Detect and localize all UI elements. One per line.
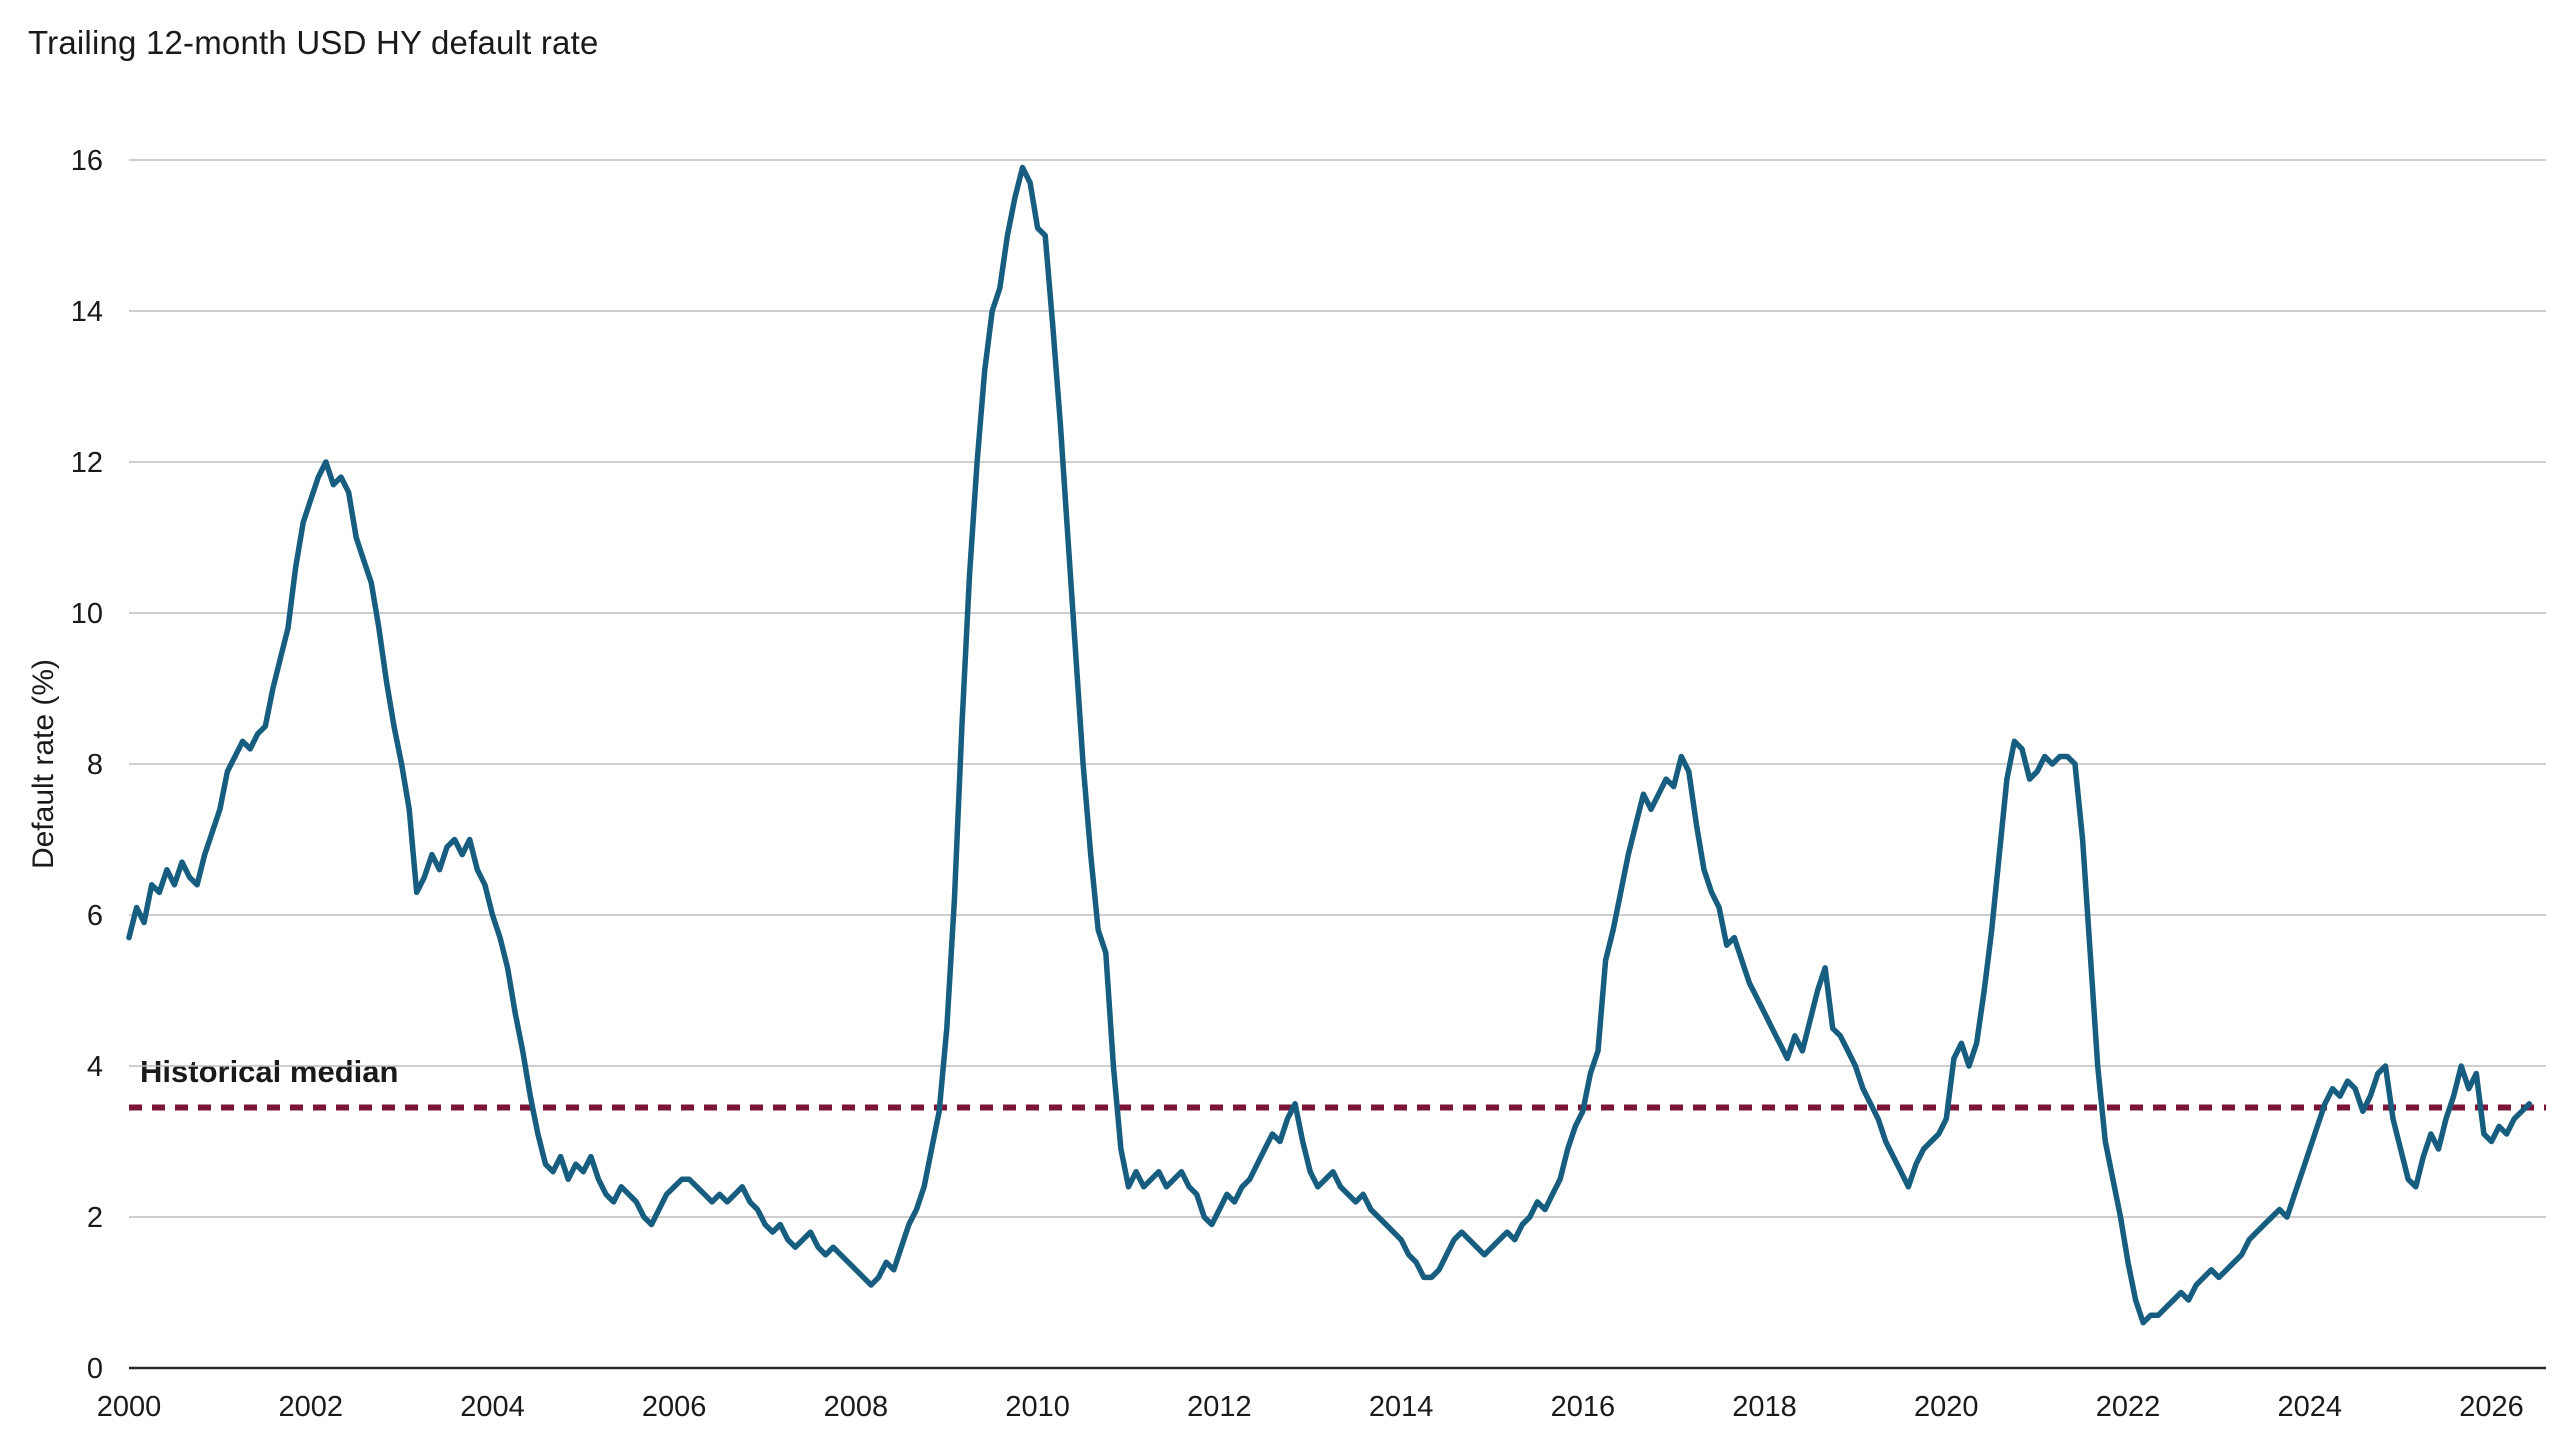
x-tick-label: 2018 [1732,1391,1797,1423]
x-tick-label: 2012 [1187,1391,1252,1423]
y-tick-label: 0 [87,1353,103,1385]
x-tick-label: 2022 [2096,1391,2161,1423]
x-tick-label: 2004 [460,1391,525,1423]
x-tick-label: 2010 [1005,1391,1070,1423]
chart-title: Trailing 12-month USD HY default rate [28,24,599,61]
y-tick-label: 12 [71,447,103,479]
x-tick-label: 2016 [1551,1391,1616,1423]
y-tick-label: 14 [71,296,103,328]
y-tick-label: 10 [71,598,103,630]
x-tick-label: 2006 [642,1391,707,1423]
default-rate-series-line [126,164,2533,1326]
x-tick-label: 2020 [1914,1391,1979,1423]
y-tick-label: 16 [71,145,103,177]
y-tick-label: 2 [87,1202,103,1234]
x-tick-label: 2024 [2277,1391,2342,1423]
historical-median-label: Historical median [140,1054,399,1089]
y-tick-label: 8 [87,749,103,781]
x-tick-label: 2014 [1369,1391,1434,1423]
y-tick-label: 4 [87,1051,103,1083]
x-tick-label: 2002 [278,1391,343,1423]
y-tick-label: 6 [87,900,103,932]
x-tick-label: 2008 [824,1391,889,1423]
x-tick-label: 2000 [97,1391,162,1423]
x-tick-label: 2026 [2459,1391,2524,1423]
